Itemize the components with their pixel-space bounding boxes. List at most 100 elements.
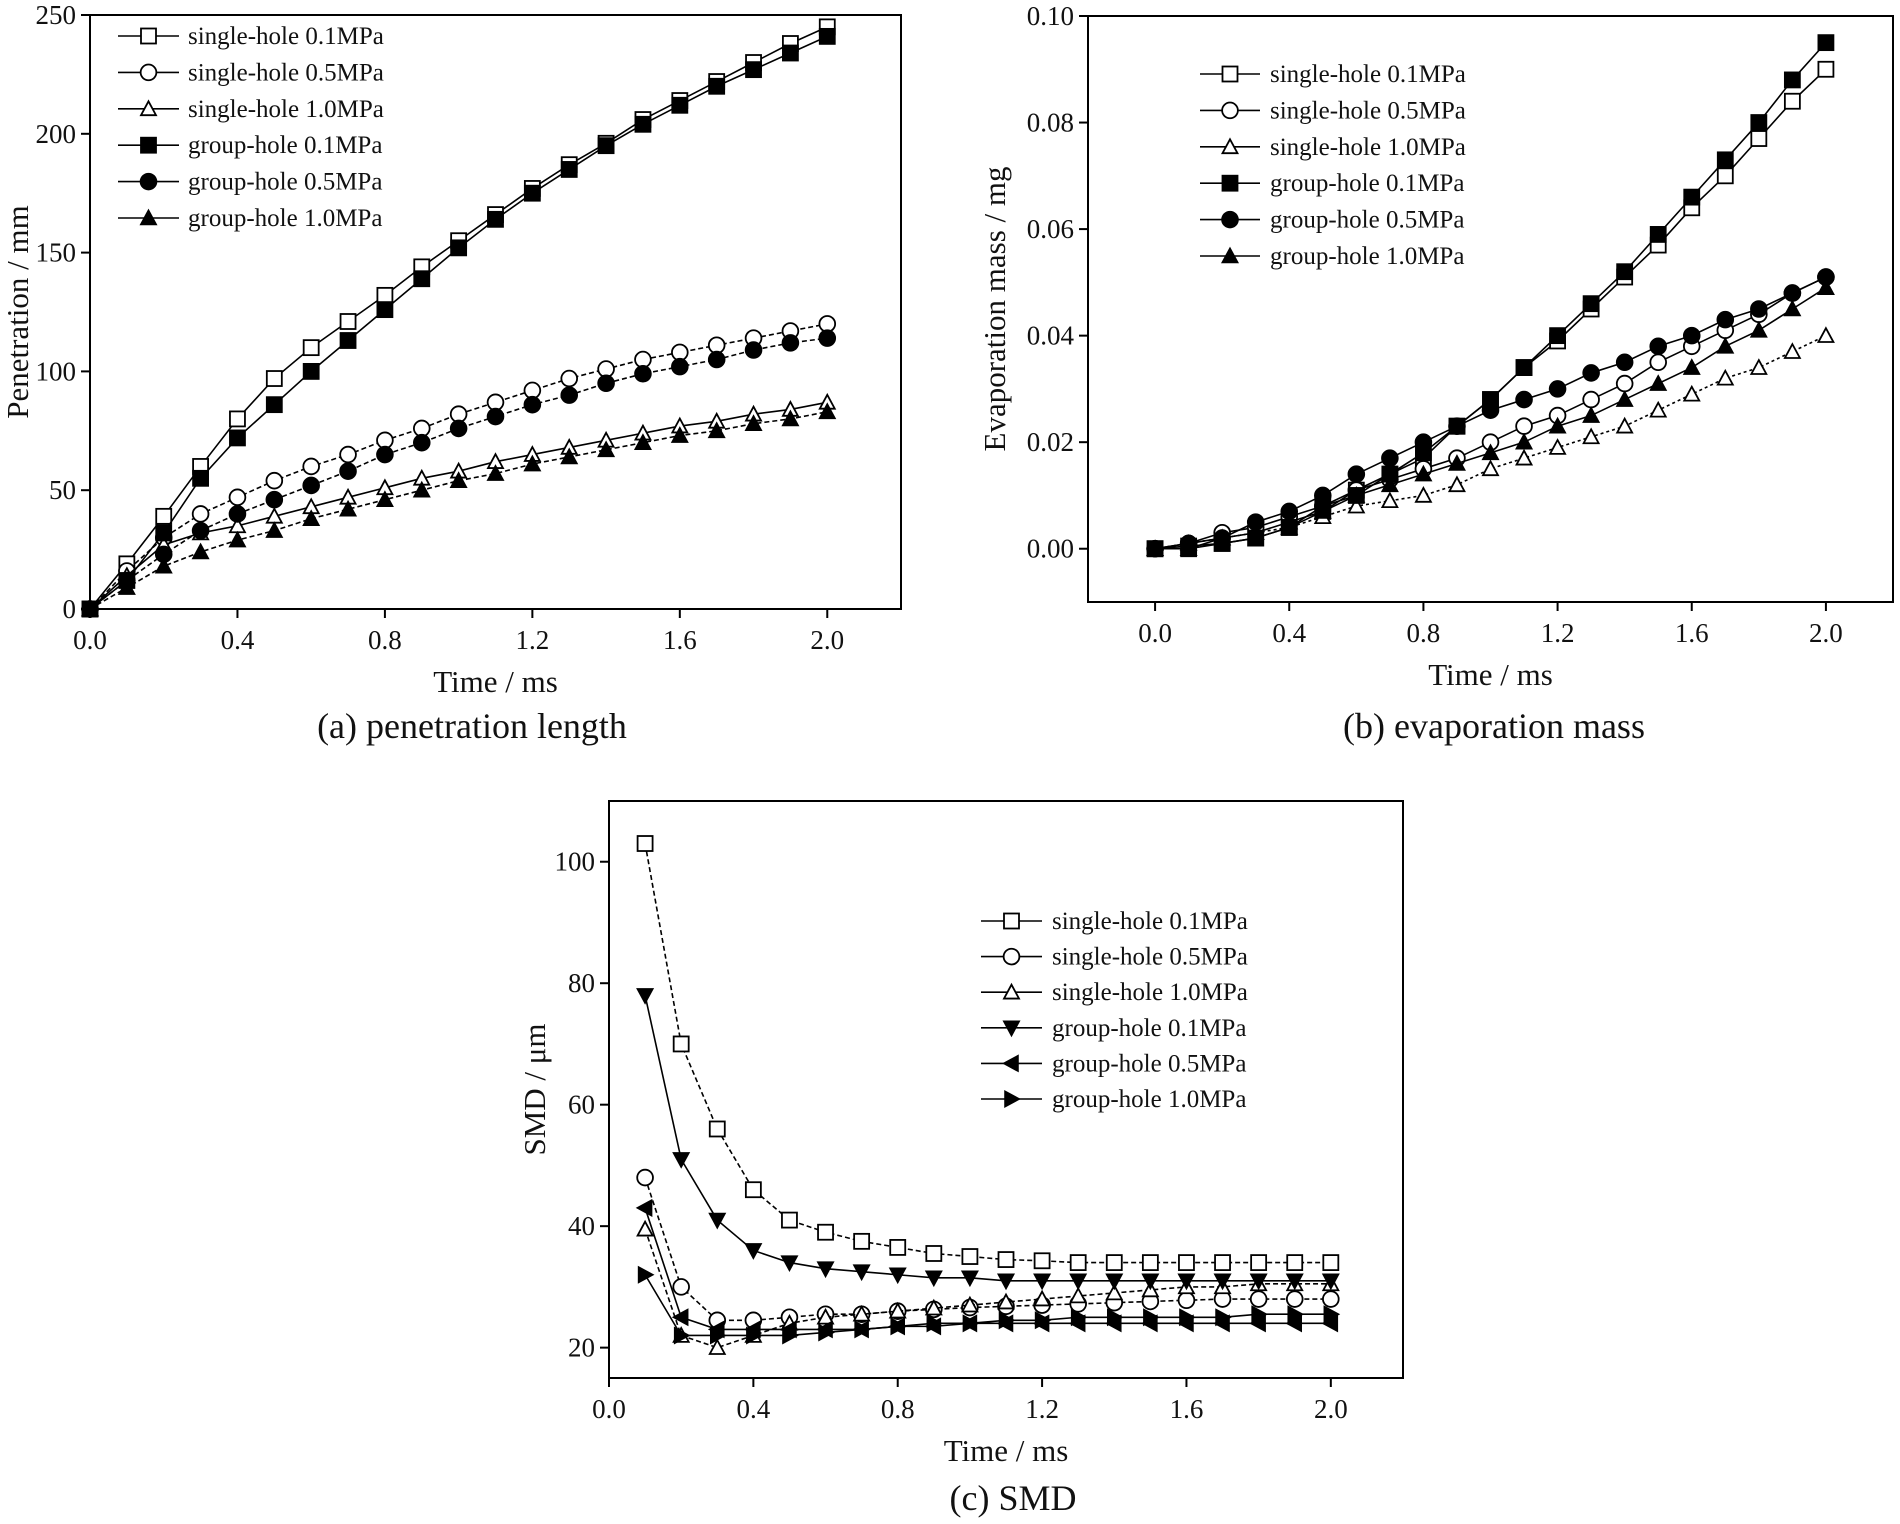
marker-square (1582, 295, 1600, 313)
marker-square (1214, 1254, 1231, 1271)
x-tick-label: 0.8 (1407, 618, 1441, 648)
marker-square (339, 313, 357, 330)
marker-triangle (1515, 432, 1534, 450)
legend-item: group-hole 0.5MPa (981, 1050, 1246, 1077)
marker-circle (1783, 284, 1802, 302)
marker-triangle (1004, 1089, 1021, 1109)
chart-3: 0.0 0.4 0.8 1.2 1.6 2.0 20 40 60 80 100 Time / ms SM… (517, 800, 1404, 1518)
marker-square (1783, 71, 1801, 89)
marker-triangle (996, 1273, 1016, 1291)
marker-triangle (707, 421, 726, 439)
y-tick-label: 80 (568, 968, 595, 998)
y-tick-label: 0.04 (1027, 321, 1075, 351)
marker-triangle (1313, 502, 1332, 519)
marker-triangle (998, 1311, 1016, 1330)
marker-circle (339, 445, 357, 464)
x-tick-label: 2.0 (1314, 1394, 1348, 1424)
marker-triangle (412, 480, 431, 498)
marker-square (302, 362, 320, 380)
legend-item: group-hole 1.0MPa (118, 205, 382, 232)
marker-square (487, 210, 504, 228)
marker-triangle (636, 988, 655, 1005)
marker-triangle (523, 454, 542, 472)
series-line (89, 337, 828, 610)
series-4 (636, 988, 1340, 1291)
x-tick-label: 0.0 (73, 625, 107, 655)
y-tick-label: 0.00 (1027, 534, 1074, 564)
marker-triangle (671, 1308, 689, 1327)
marker-square (961, 1248, 979, 1265)
marker-triangle (1515, 448, 1534, 466)
marker-triangle (1069, 1286, 1088, 1304)
marker-square (229, 410, 246, 428)
y-tick-label: 250 (36, 0, 77, 30)
x-tick-label: 0.4 (221, 625, 255, 655)
marker-triangle (560, 447, 579, 465)
marker-circle (560, 386, 579, 404)
marker-square (1716, 167, 1734, 185)
marker-circle (265, 490, 284, 509)
marker-circle (707, 350, 726, 369)
y-tick-label: 60 (568, 1090, 595, 1120)
marker-square (853, 1232, 871, 1250)
x-tick-label: 1.6 (663, 625, 697, 655)
marker-triangle (1716, 368, 1735, 386)
marker-circle (1582, 364, 1600, 382)
legend-item: single-hole 0.5MPa (118, 59, 384, 86)
marker-triangle (1179, 539, 1198, 557)
marker-square (265, 370, 283, 387)
marker-circle (1515, 390, 1533, 409)
legend-item: single-hole 0.5MPa (981, 944, 1248, 971)
series-1 (636, 835, 1340, 1271)
marker-square (1286, 1254, 1304, 1271)
marker-circle (1750, 300, 1768, 318)
marker-circle (412, 433, 431, 452)
marker-circle (139, 172, 158, 191)
x-tick-label: 1.2 (1541, 618, 1575, 648)
marker-square (413, 270, 431, 288)
x-tick-label: 2.0 (1809, 618, 1843, 648)
legend-item: single-hole 0.5MPa (1200, 97, 1466, 124)
marker-triangle (1179, 1308, 1196, 1327)
y-axis-label: Evaporation mass / mg (977, 167, 1012, 452)
x-axis-label: Time / ms (433, 664, 558, 699)
marker-triangle (924, 1298, 943, 1316)
legend-item: group-hole 0.1MPa (981, 1015, 1246, 1042)
marker-square (376, 301, 394, 319)
marker-triangle (1246, 523, 1265, 541)
marker-square (1141, 1254, 1159, 1271)
marker-circle (1314, 486, 1332, 505)
marker-triangle (708, 1338, 727, 1355)
marker-square (140, 136, 157, 154)
marker-square (889, 1239, 907, 1256)
series-5 (81, 329, 837, 618)
marker-triangle (816, 1307, 835, 1325)
marker-triangle (996, 1292, 1016, 1310)
marker-circle (1347, 465, 1366, 483)
marker-triangle (782, 1326, 799, 1345)
marker-circle (191, 505, 210, 523)
marker-triangle (1251, 1305, 1269, 1324)
marker-square (155, 507, 173, 525)
marker-triangle (1280, 512, 1299, 530)
marker-square (560, 161, 578, 178)
y-tick-label: 150 (36, 238, 77, 268)
marker-triangle (375, 490, 394, 507)
marker-triangle (1215, 1308, 1232, 1327)
marker-triangle (1105, 1273, 1124, 1291)
marker-triangle (1285, 1273, 1304, 1291)
legend-label: single-hole 1.0MPa (1052, 979, 1248, 1006)
series-5 (1146, 268, 1835, 558)
legend-label: group-hole 0.1MPa (1052, 1015, 1246, 1042)
marker-triangle (1716, 336, 1735, 354)
marker-triangle (1548, 416, 1567, 434)
marker-square (672, 1035, 690, 1053)
marker-circle (1582, 390, 1600, 409)
marker-circle (1515, 417, 1533, 435)
marker-circle (636, 1168, 654, 1187)
marker-circle (1716, 310, 1735, 329)
marker-triangle (670, 426, 689, 443)
legend-item: group-hole 0.1MPa (1200, 170, 1464, 197)
marker-triangle (1177, 1273, 1196, 1291)
marker-triangle (1615, 390, 1634, 407)
